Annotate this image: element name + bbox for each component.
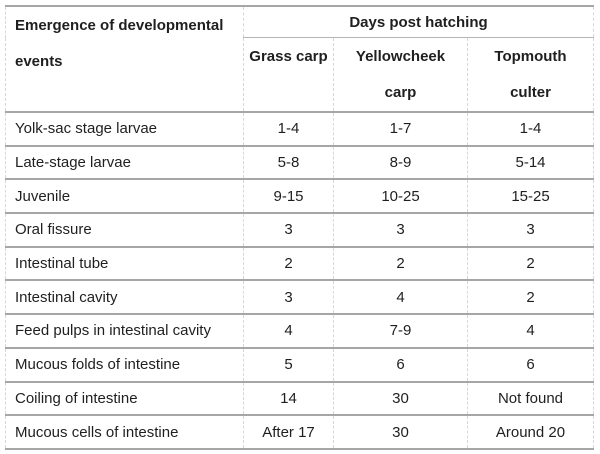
cell-value: 2 xyxy=(333,246,468,281)
cell-value: Around 20 xyxy=(467,415,594,449)
cell-value: 9-15 xyxy=(243,179,334,214)
column-header-topmouth-culter: Topmouth culter xyxy=(467,37,594,112)
cell-value: 1-7 xyxy=(333,112,468,146)
cell-value: 7-9 xyxy=(333,314,468,348)
column-header-label: Yellowcheek carp xyxy=(355,48,446,101)
table-row: Mucous folds of intestine 5 6 6 xyxy=(5,347,594,382)
cell-value: 6 xyxy=(333,347,468,382)
cell-value: 15-25 xyxy=(467,179,594,214)
row-label: Late-stage larvae xyxy=(5,145,244,180)
table-row: Intestinal cavity 3 4 2 xyxy=(5,280,594,315)
cell-value: 2 xyxy=(243,246,334,281)
table-row: Intestinal tube 2 2 2 xyxy=(5,246,594,281)
row-label: Coiling of intestine xyxy=(5,381,244,416)
cell-value: After 17 xyxy=(243,415,334,449)
table-row: Coiling of intestine 14 30 Not found xyxy=(5,381,594,416)
table-row: Mucous cells of intestine After 17 30 Ar… xyxy=(5,415,594,449)
row-label: Juvenile xyxy=(5,179,244,214)
cell-value: 3 xyxy=(333,213,468,247)
cell-value: 4 xyxy=(333,280,468,315)
developmental-events-table: Emergence of developmental events Days p… xyxy=(5,5,594,450)
header-row-species: Grass carp Yellowcheek carp Topmouth cul… xyxy=(5,37,594,112)
row-label: Mucous cells of intestine xyxy=(5,415,244,449)
cell-value: 4 xyxy=(243,314,334,348)
cell-value: 2 xyxy=(467,246,594,281)
table-container: Emergence of developmental events Days p… xyxy=(5,5,594,450)
row-label: Intestinal cavity xyxy=(5,280,244,315)
corner-header: Emergence of developmental events xyxy=(5,6,244,112)
column-header-yellowcheek-carp: Yellowcheek carp xyxy=(333,37,468,112)
table-row: Juvenile 9-15 10-25 15-25 xyxy=(5,179,594,214)
cell-value: 1-4 xyxy=(467,112,594,146)
cell-value: 2 xyxy=(467,280,594,315)
cell-value: 3 xyxy=(243,213,334,247)
cell-value: Not found xyxy=(467,381,594,416)
cell-value: 4 xyxy=(467,314,594,348)
row-label: Feed pulps in intestinal cavity xyxy=(5,314,244,348)
cell-value: 30 xyxy=(333,415,468,449)
header-row-group: Emergence of developmental events Days p… xyxy=(5,6,594,112)
column-header-label: Grass carp xyxy=(249,48,328,65)
cell-value: 5 xyxy=(243,347,334,382)
cell-value: 5-14 xyxy=(467,145,594,180)
table-row: Oral fissure 3 3 3 xyxy=(5,213,594,247)
cell-value: 1-4 xyxy=(243,112,334,146)
cell-value: 6 xyxy=(467,347,594,382)
cell-value: 8-9 xyxy=(333,145,468,180)
group-header-days-post-hatching: Days post hatching xyxy=(243,6,594,38)
row-label: Intestinal tube xyxy=(5,246,244,281)
cell-value: 14 xyxy=(243,381,334,416)
column-header-grass-carp: Grass carp xyxy=(243,37,334,112)
table-row: Feed pulps in intestinal cavity 4 7-9 4 xyxy=(5,314,594,348)
cell-value: 5-8 xyxy=(243,145,334,180)
cell-value: 10-25 xyxy=(333,179,468,214)
row-label: Oral fissure xyxy=(5,213,244,247)
cell-value: 30 xyxy=(333,381,468,416)
cell-value: 3 xyxy=(467,213,594,247)
column-header-label: Topmouth culter xyxy=(494,48,567,101)
cell-value: 3 xyxy=(243,280,334,315)
table-row: Late-stage larvae 5-8 8-9 5-14 xyxy=(5,145,594,180)
row-label: Yolk-sac stage larvae xyxy=(5,112,244,146)
row-label: Mucous folds of intestine xyxy=(5,347,244,382)
table-row: Yolk-sac stage larvae 1-4 1-7 1-4 xyxy=(5,112,594,146)
